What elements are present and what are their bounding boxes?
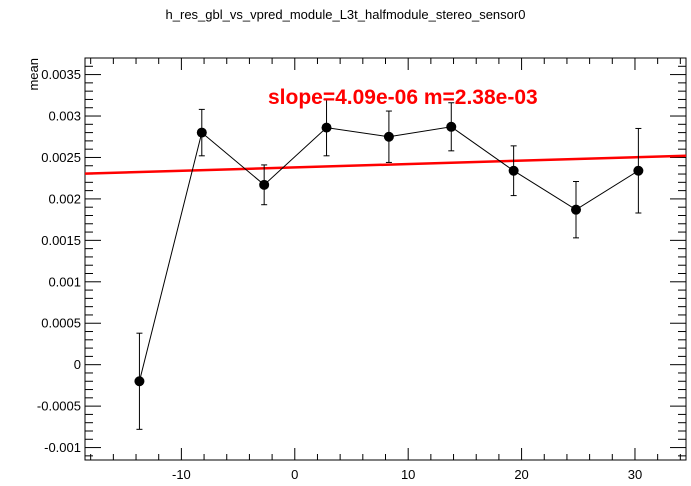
series-layer	[134, 98, 644, 430]
data-point	[508, 165, 519, 176]
data-point	[196, 127, 207, 138]
data-point	[259, 179, 270, 190]
data-point	[633, 165, 644, 176]
x-tick-label: 0	[291, 467, 298, 482]
y-tick-label: 0.0015	[41, 233, 81, 248]
x-tick-label: -10	[172, 467, 191, 482]
data-point	[134, 376, 145, 387]
y-tick-label: 0.002	[48, 191, 81, 206]
data-point	[383, 131, 394, 142]
y-tick-label: 0.0005	[41, 316, 81, 331]
y-tick-label: 0	[74, 357, 81, 372]
y-tick-label: -0.0005	[37, 399, 81, 414]
data-point	[446, 121, 457, 132]
x-tick-label: 10	[401, 467, 415, 482]
x-tick-label: 20	[514, 467, 528, 482]
x-axis-ticks: -10 0 10 20 30	[90, 58, 681, 482]
y-axis-label: mean	[26, 58, 41, 91]
y-tick-label: 0.001	[48, 274, 81, 289]
fit-layer	[84, 154, 687, 175]
y-tick-label: 0.0035	[41, 67, 81, 82]
fit-line	[84, 154, 687, 175]
chart-title: h_res_gbl_vs_vpred_module_L3t_halfmodule…	[165, 7, 526, 22]
data-point	[571, 204, 582, 215]
y-tick-label: 0.003	[48, 109, 81, 124]
y-tick-label: 0.0025	[41, 150, 81, 165]
data-point	[321, 122, 332, 133]
x-tick-label: 30	[628, 467, 642, 482]
y-axis-ticks: -0.001 -0.0005 0 0.0005 0.001 0.0015 0.002 0.00…	[37, 57, 686, 457]
y-tick-label: -0.001	[44, 440, 81, 455]
plot-frame	[84, 57, 687, 461]
fit-annotation: slope=4.09e-06 m=2.38e-03	[268, 86, 538, 109]
